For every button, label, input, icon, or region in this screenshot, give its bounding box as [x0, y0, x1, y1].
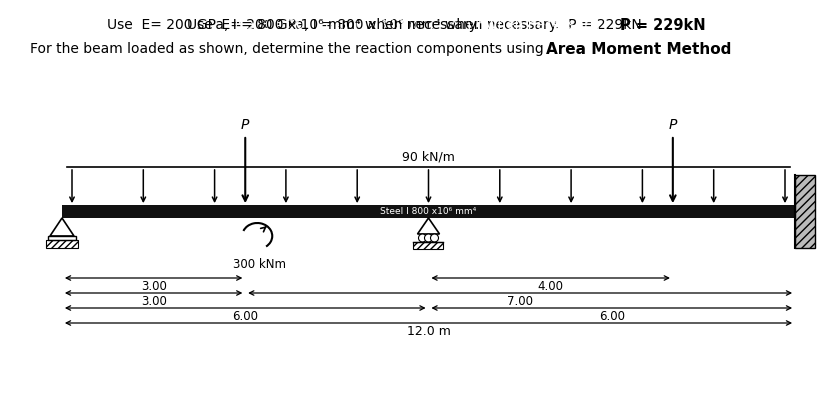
Text: 12.0 m: 12.0 m [406, 325, 450, 338]
Bar [48, 236, 76, 240]
Circle shape [418, 234, 426, 242]
Text: 6.00: 6.00 [232, 310, 258, 323]
Text: Steel I 800 x10⁶ mm⁴: Steel I 800 x10⁶ mm⁴ [380, 207, 476, 216]
Text: P: P [241, 118, 249, 132]
Bar [413, 242, 443, 249]
Polygon shape [417, 218, 439, 234]
Text: 6.00: 6.00 [598, 310, 624, 323]
Text: 3.00: 3.00 [141, 280, 166, 293]
Bar [62, 205, 794, 218]
Circle shape [424, 234, 432, 242]
Bar [794, 175, 814, 248]
Text: For the beam loaded as shown, determine the reaction components using: For the beam loaded as shown, determine … [30, 42, 547, 56]
Text: Area Moment Method: Area Moment Method [545, 42, 730, 57]
Text: 4.00: 4.00 [537, 280, 563, 293]
Text: 3.00: 3.00 [141, 295, 166, 308]
Text: 90 kN/m: 90 kN/m [402, 150, 454, 163]
Text: Use  E= 200 GPa, I = 800 x 10⁶ mm⁴ when necessary.  P = 229kN: Use E= 200 GPa, I = 800 x 10⁶ mm⁴ when n… [186, 18, 641, 32]
Text: P: P [668, 118, 676, 132]
Text: 300 kNm: 300 kNm [232, 258, 285, 271]
Polygon shape [50, 218, 74, 236]
Text: Use  E= 200 GPa, I = 800 x 10⁶ mm⁴ when necessary.: Use E= 200 GPa, I = 800 x 10⁶ mm⁴ when n… [107, 18, 479, 32]
Text: 7.00: 7.00 [506, 295, 533, 308]
Circle shape [430, 234, 438, 242]
Text: P = 229kN: P = 229kN [619, 18, 705, 33]
Bar [46, 240, 78, 248]
Text: Use  E= 200 GPa, I = 800 x 10⁶ mm⁴ when necessary.: Use E= 200 GPa, I = 800 x 10⁶ mm⁴ when n… [227, 18, 600, 32]
